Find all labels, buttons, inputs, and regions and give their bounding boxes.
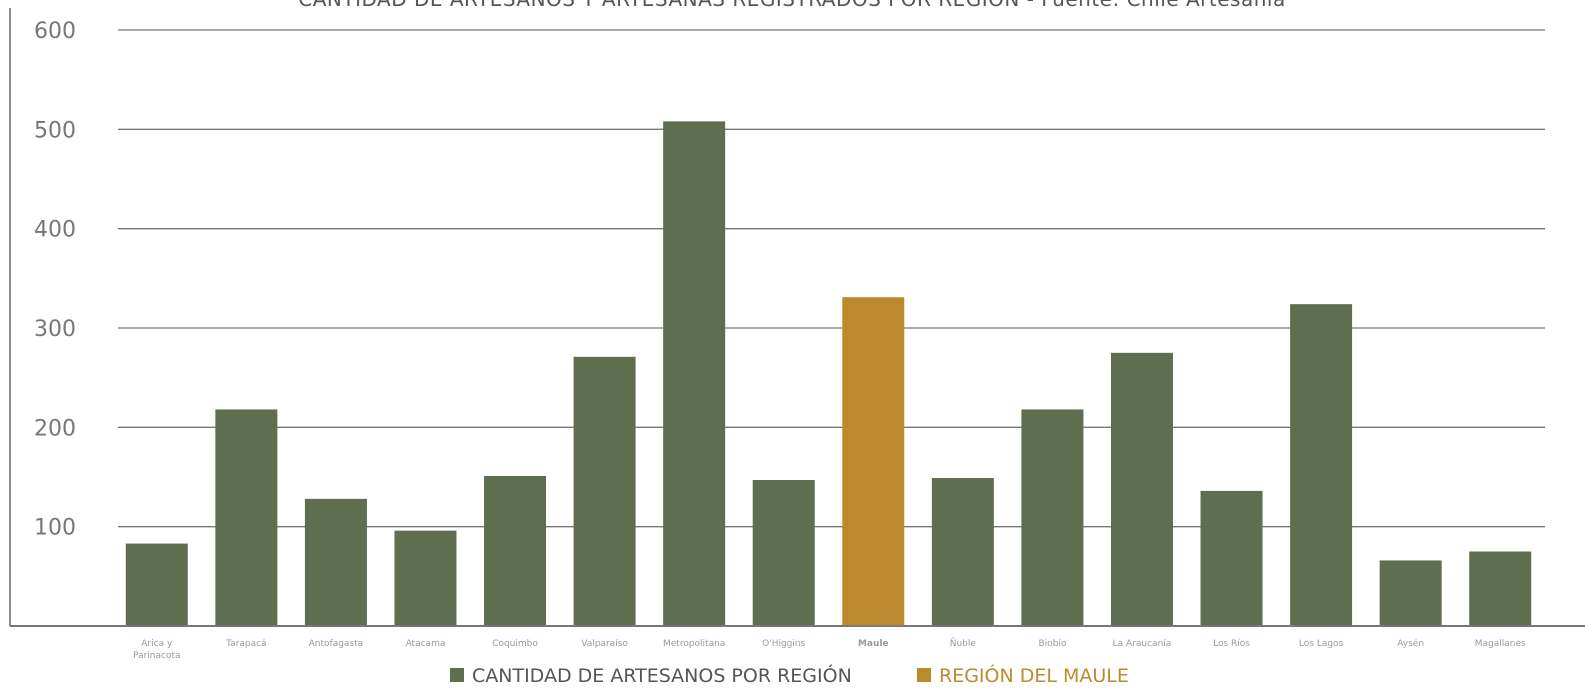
y-axis: 100 200 300 400 500 600	[9, 8, 76, 626]
bar	[1290, 304, 1353, 626]
x-tick-label: Arica y Parinacota	[133, 639, 180, 661]
x-tick-label: Biobío	[1038, 639, 1066, 649]
bar	[842, 297, 905, 626]
bar	[484, 476, 547, 626]
y-tick-label: 100	[34, 516, 76, 541]
y-tick-label: 400	[34, 218, 76, 243]
legend: CANTIDAD DE ARTESANOS POR REGIÓN REGIÓN D…	[450, 663, 1129, 687]
legend-swatch	[917, 668, 931, 682]
bar	[1200, 490, 1263, 626]
x-tick-label: Tarapacá	[225, 639, 266, 649]
bar	[573, 356, 636, 626]
bar	[663, 121, 726, 627]
legend-swatch	[450, 668, 464, 682]
x-tick-label: Coquimbo	[492, 639, 538, 649]
bar	[931, 477, 994, 626]
bar	[304, 498, 367, 626]
x-tick-label: Ñuble	[950, 638, 977, 649]
bar	[1469, 551, 1532, 626]
legend-label: CANTIDAD DE ARTESANOS POR REGIÓN	[472, 663, 852, 687]
x-tick-label: Valparaíso	[581, 639, 628, 649]
bar	[215, 409, 278, 626]
bar	[1021, 409, 1084, 626]
x-tick-label: Los Lagos	[1299, 639, 1344, 649]
x-tick-label: Maule	[858, 639, 889, 649]
bar	[394, 530, 457, 626]
x-axis: Arica y Parinacota Tarapacá Antofagasta Atac…	[10, 625, 1585, 661]
x-tick-label: Los Ríos	[1213, 639, 1250, 649]
bar	[125, 543, 188, 626]
bar	[1110, 352, 1173, 626]
y-tick-label: 500	[34, 118, 76, 143]
x-tick-label: O'Higgins	[762, 639, 805, 649]
bar	[1379, 560, 1442, 626]
x-tick-label: Metropolitana	[663, 639, 725, 649]
x-tick-label: Aysén	[1397, 638, 1424, 649]
x-tick-label: La Araucanía	[1113, 639, 1172, 649]
bar	[752, 479, 815, 626]
chart-title: CANTIDAD DE ARTESANOS Y ARTESANAS REGIST…	[298, 0, 1285, 11]
y-tick-label: 600	[34, 19, 76, 44]
x-tick-label: Magallanes	[1475, 639, 1526, 649]
y-tick-label: 200	[34, 416, 76, 441]
y-tick-label: 300	[34, 317, 76, 342]
x-tick-label: Antofagasta	[309, 639, 364, 649]
bars	[125, 121, 1532, 627]
x-tick-label: Atacama	[406, 639, 446, 649]
legend-label: REGIÓN DEL MAULE	[939, 663, 1129, 687]
